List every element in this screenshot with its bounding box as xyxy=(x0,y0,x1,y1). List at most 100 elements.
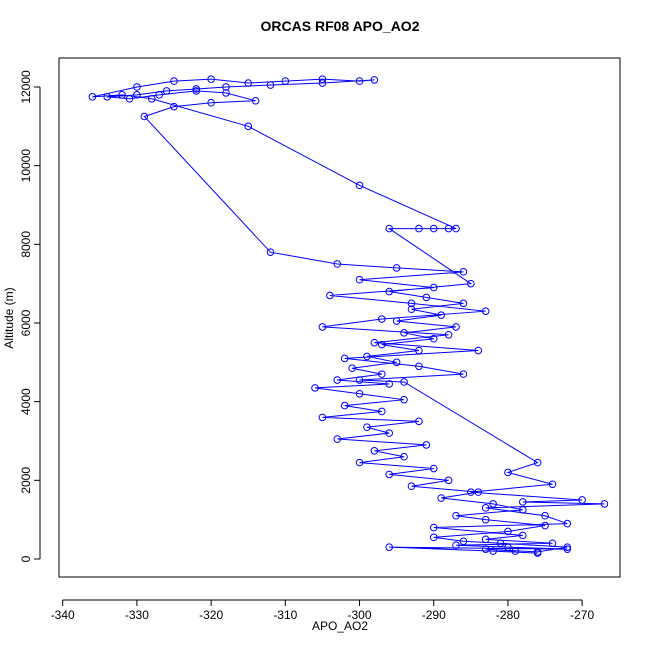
data-point xyxy=(481,545,490,553)
data-point xyxy=(415,417,423,426)
chart-title: ORCAS RF08 APO_AO2 xyxy=(261,18,420,34)
data-point xyxy=(504,527,512,536)
data-point xyxy=(429,464,438,473)
data-point xyxy=(429,283,438,292)
data-point xyxy=(467,279,475,288)
data-point xyxy=(563,543,572,551)
data-point xyxy=(400,329,408,337)
y-tick-label: 0 xyxy=(19,555,33,562)
data-point xyxy=(541,521,549,530)
data-point xyxy=(377,407,386,416)
data-point xyxy=(548,539,557,548)
data-point xyxy=(222,89,230,97)
data-point xyxy=(459,370,468,378)
data-point xyxy=(377,370,386,378)
data-point xyxy=(244,122,253,131)
data-point xyxy=(192,85,201,93)
data-point xyxy=(363,352,371,361)
data-point xyxy=(444,330,453,339)
data-point xyxy=(400,378,408,386)
data-point xyxy=(363,423,371,432)
x-tick-label: -320 xyxy=(199,608,223,622)
data-point xyxy=(266,248,275,256)
data-point xyxy=(385,224,394,233)
data-point xyxy=(355,389,364,398)
x-tick-label: -290 xyxy=(422,608,446,622)
data-point xyxy=(251,96,260,105)
data-point xyxy=(548,480,557,489)
data-point xyxy=(400,395,408,404)
data-point xyxy=(333,435,342,443)
data-point xyxy=(318,75,327,83)
y-tick-label: 10000 xyxy=(19,149,33,183)
data-point xyxy=(489,500,497,508)
data-point xyxy=(429,533,438,542)
data-point xyxy=(118,91,126,99)
x-tick-label: -300 xyxy=(348,608,372,622)
data-point xyxy=(489,547,497,555)
data-point xyxy=(429,523,438,532)
data-point xyxy=(563,519,572,528)
data-point xyxy=(392,317,401,325)
data-point xyxy=(207,98,215,107)
data-point xyxy=(415,346,423,355)
data-point xyxy=(481,515,490,524)
data-point xyxy=(541,511,549,520)
data-point xyxy=(467,488,475,496)
data-point xyxy=(311,384,319,392)
data-point xyxy=(318,413,327,422)
data-point xyxy=(459,537,468,546)
data-point xyxy=(155,91,163,99)
data-point xyxy=(377,340,386,349)
data-point xyxy=(147,94,156,103)
data-point xyxy=(481,504,490,512)
data-point xyxy=(452,224,460,233)
data-point xyxy=(444,224,453,233)
data-point xyxy=(340,401,349,410)
data-point xyxy=(162,87,171,95)
data-point xyxy=(370,76,379,84)
y-tick-label: 8000 xyxy=(19,231,33,258)
data-point xyxy=(355,181,364,190)
data-point xyxy=(125,94,134,103)
data-point xyxy=(407,299,416,308)
data-point xyxy=(333,376,342,384)
x-axis-label: APO_AO2 xyxy=(312,619,368,633)
data-point xyxy=(437,311,445,319)
data-point xyxy=(133,83,141,91)
data-point xyxy=(281,77,290,85)
series-line xyxy=(92,78,605,554)
data-point xyxy=(511,547,520,555)
data-point xyxy=(578,496,586,504)
data-point xyxy=(266,81,275,89)
data-point xyxy=(415,224,423,233)
data-point xyxy=(348,364,356,373)
data-point xyxy=(385,380,394,388)
data-point xyxy=(518,506,527,514)
data-point xyxy=(355,458,364,467)
data-point xyxy=(429,224,438,233)
data-point xyxy=(407,305,416,314)
data-point xyxy=(600,500,609,508)
data-point xyxy=(422,441,431,449)
data-point xyxy=(326,291,334,300)
data-point xyxy=(370,447,379,455)
data-point xyxy=(429,334,438,343)
y-tick-label: 2000 xyxy=(19,467,33,494)
data-point xyxy=(504,543,512,551)
data-point xyxy=(377,315,386,323)
data-point xyxy=(385,287,394,296)
data-point xyxy=(400,452,408,461)
data-point xyxy=(207,75,215,83)
data-point xyxy=(533,549,542,557)
data-point xyxy=(496,539,505,548)
data-point xyxy=(355,275,364,284)
data-point xyxy=(504,468,512,477)
data-point xyxy=(474,488,483,496)
data-point xyxy=(459,299,468,308)
data-point xyxy=(474,346,483,355)
plot-box xyxy=(58,57,621,578)
y-tick-label: 6000 xyxy=(19,309,33,336)
data-point xyxy=(222,83,230,91)
